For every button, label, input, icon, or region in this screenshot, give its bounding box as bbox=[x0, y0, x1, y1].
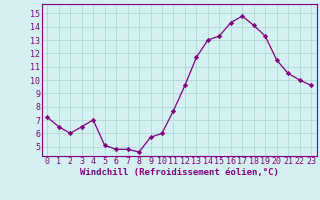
X-axis label: Windchill (Refroidissement éolien,°C): Windchill (Refroidissement éolien,°C) bbox=[80, 168, 279, 177]
